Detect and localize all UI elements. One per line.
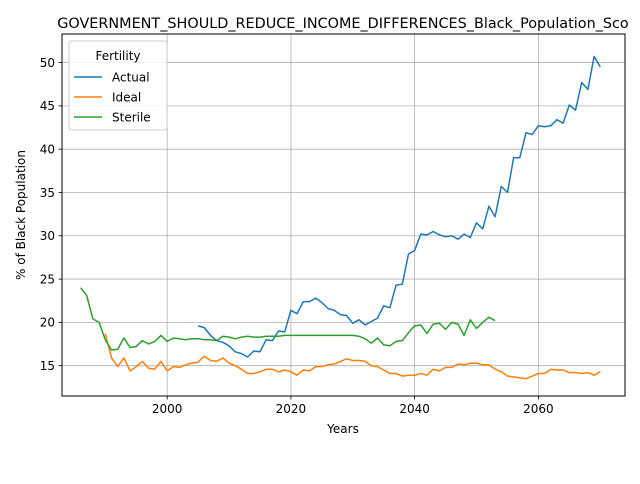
legend-title: Fertility (95, 49, 140, 63)
series-line-actual (197, 55, 601, 358)
legend-label-ideal: Ideal (112, 90, 141, 104)
y-tick-label: 50 (40, 56, 55, 70)
legend-box (68, 40, 168, 131)
x-tick-label: 2040 (399, 402, 430, 416)
y-tick-label: 40 (40, 142, 55, 156)
y-tick-label: 35 (40, 186, 55, 200)
legend: Fertility Actual Ideal Sterile (68, 40, 168, 131)
y-tick-label: 20 (40, 316, 55, 330)
series-line-sterile (80, 287, 496, 351)
x-tick-label: 2000 (152, 402, 183, 416)
x-axis-label: Years (326, 422, 359, 436)
legend-label-actual: Actual (112, 70, 150, 84)
series-line-ideal (104, 333, 601, 380)
plot-frame (61, 33, 626, 397)
y-tick-label: 30 (40, 229, 55, 243)
y-tick-label: 25 (40, 272, 55, 286)
x-tick-label: 2060 (523, 402, 554, 416)
series-lines (80, 55, 601, 380)
chart-title: GOVERNMENT_SHOULD_REDUCE_INCOME_DIFFEREN… (57, 16, 629, 32)
x-tick-label: 2020 (276, 402, 307, 416)
y-tick-label: 15 (40, 359, 55, 373)
y-tick-label: 45 (40, 99, 55, 113)
legend-label-sterile: Sterile (112, 110, 151, 124)
y-axis-label: % of Black Population (14, 150, 28, 280)
axis-ticks: 2000 2020 2040 2060 15 20 25 30 35 40 45 50 (40, 56, 554, 416)
grid (62, 34, 625, 396)
